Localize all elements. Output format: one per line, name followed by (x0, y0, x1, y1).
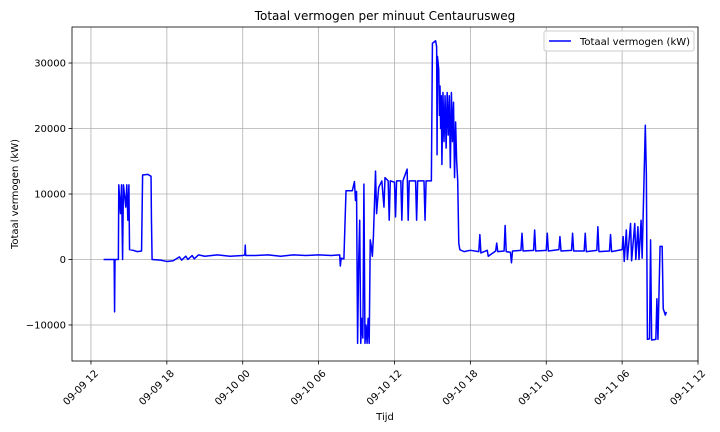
series-line-0 (103, 40, 668, 345)
y-tick-label: 0 (60, 255, 66, 266)
y-tick-label: 20000 (34, 124, 66, 135)
y-axis-label: Totaal vermogen (kW) (10, 139, 21, 250)
legend-box (543, 30, 695, 52)
y-tick-label: 30000 (34, 59, 66, 70)
y-tick-label: −10000 (26, 320, 66, 331)
legend: Totaal vermogen (kW) (543, 30, 695, 52)
y-tick-label: 10000 (34, 190, 66, 201)
series-layer (103, 40, 668, 345)
x-axis-label: Tijd (375, 412, 394, 423)
chart-title: Totaal vermogen per minuut Centaurusweg (254, 9, 516, 23)
y-ticks: −10000 0 10000 20000 30000 (26, 59, 72, 331)
legend-label: Totaal vermogen (kW) (579, 37, 690, 48)
